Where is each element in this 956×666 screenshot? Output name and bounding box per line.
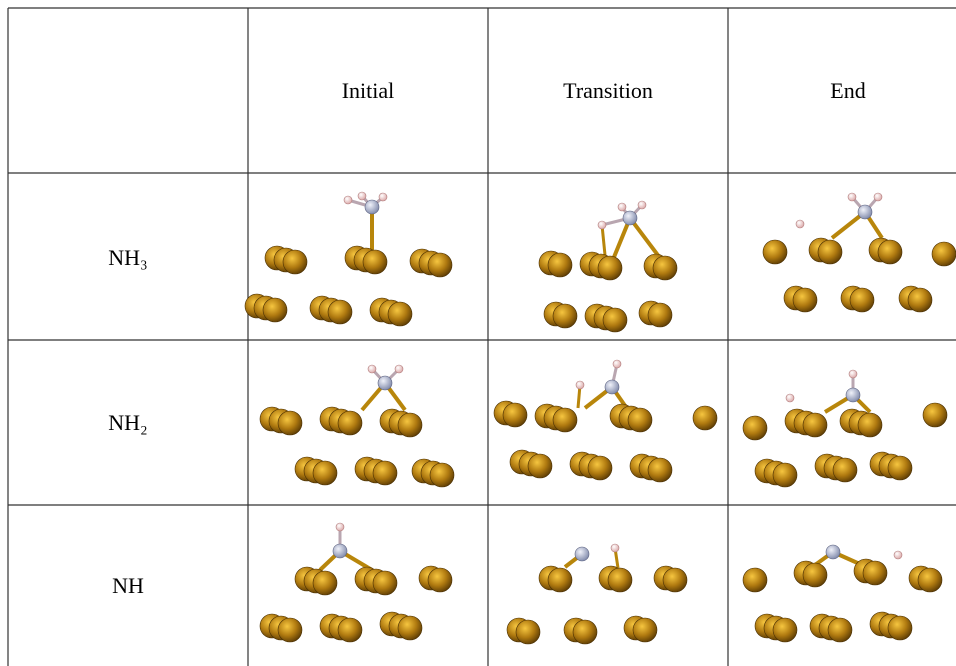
gold-atom [515, 619, 541, 645]
gold-atom [337, 617, 363, 643]
nitrogen-atom [622, 210, 638, 226]
gold-atom [832, 457, 858, 483]
gold-atom [547, 252, 573, 278]
gold-atom [427, 252, 453, 278]
gold-atom [372, 570, 398, 596]
gold-atom [922, 402, 948, 428]
gold-atom [917, 567, 943, 593]
gold-atom [282, 249, 308, 275]
gold-atom [547, 567, 573, 593]
gold-atom [587, 455, 613, 481]
gold-atom [931, 241, 956, 267]
hydrogen-atom [785, 393, 795, 403]
gold-atom [502, 402, 528, 428]
gold-atom [762, 239, 788, 265]
hydrogen-atom [343, 195, 353, 205]
row-label: NH [112, 573, 144, 598]
gold-atom [397, 615, 423, 641]
hydrogen-atom [597, 220, 607, 230]
nitrogen-atom [845, 387, 861, 403]
nitrogen-atom [574, 546, 590, 562]
gold-atom [662, 567, 688, 593]
bond [600, 224, 607, 256]
hydrogen-atom [612, 359, 622, 369]
gold-atom [877, 239, 903, 265]
nitrogen-atom [377, 375, 393, 391]
gold-atom [802, 412, 828, 438]
gold-atom [742, 567, 768, 593]
gold-atom [742, 415, 768, 441]
gold-atom [312, 460, 338, 486]
nitrogen-atom [364, 199, 380, 215]
hydrogen-atom [893, 550, 903, 560]
hydrogen-atom [575, 380, 585, 390]
gold-atom [887, 455, 913, 481]
gold-atom [597, 255, 623, 281]
gold-atom [277, 410, 303, 436]
hydrogen-atom [637, 200, 647, 210]
nitrogen-atom [332, 543, 348, 559]
gold-atom [792, 287, 818, 313]
gold-atom [907, 287, 933, 313]
gold-atom [312, 570, 338, 596]
gold-atom [627, 407, 653, 433]
bond [628, 216, 662, 260]
hydrogen-atom [610, 543, 620, 553]
hydrogen-atom [848, 369, 858, 379]
gold-atom [857, 412, 883, 438]
structures [244, 191, 956, 645]
gold-atom [862, 560, 888, 586]
gold-atom [387, 301, 413, 327]
gold-atom [772, 462, 798, 488]
gold-atom [602, 307, 628, 333]
hydrogen-atom [378, 192, 388, 202]
column-header: End [830, 78, 865, 103]
hydrogen-atom [617, 202, 627, 212]
hydrogen-atom [847, 192, 857, 202]
bond [610, 217, 632, 263]
gold-atom [372, 460, 398, 486]
hydrogen-atom [394, 364, 404, 374]
nitrogen-atom [825, 544, 841, 560]
gold-atom [827, 617, 853, 643]
gold-atom [552, 407, 578, 433]
gold-atom [277, 617, 303, 643]
gold-atom [607, 567, 633, 593]
gold-atom [692, 405, 718, 431]
gold-atom [647, 457, 673, 483]
gold-atom [427, 567, 453, 593]
gold-atom [337, 410, 363, 436]
gold-atom [772, 617, 798, 643]
gold-atom [632, 617, 658, 643]
column-header: Transition [563, 78, 653, 103]
gold-atom [887, 615, 913, 641]
gold-atom [802, 562, 828, 588]
column-header: Initial [342, 78, 395, 103]
hydrogen-atom [357, 191, 367, 201]
gold-atom [652, 255, 678, 281]
row-label: NH₃ [108, 245, 147, 270]
gold-atom [262, 297, 288, 323]
row-label: NH₂ [108, 410, 147, 435]
hydrogen-atom [795, 219, 805, 229]
nitrogen-atom [857, 204, 873, 220]
hydrogen-atom [873, 192, 883, 202]
gold-atom [817, 239, 843, 265]
nitrogen-atom [604, 379, 620, 395]
gold-atom [849, 287, 875, 313]
gold-atom [527, 453, 553, 479]
hydrogen-atom [335, 522, 345, 532]
gold-atom [572, 619, 598, 645]
gold-atom [552, 303, 578, 329]
gold-atom [397, 412, 423, 438]
gold-atom [429, 462, 455, 488]
gold-atom [327, 299, 353, 325]
hydrogen-atom [367, 364, 377, 374]
table-grid [7, 7, 956, 666]
gold-atom [362, 249, 388, 275]
gold-atom [647, 302, 673, 328]
